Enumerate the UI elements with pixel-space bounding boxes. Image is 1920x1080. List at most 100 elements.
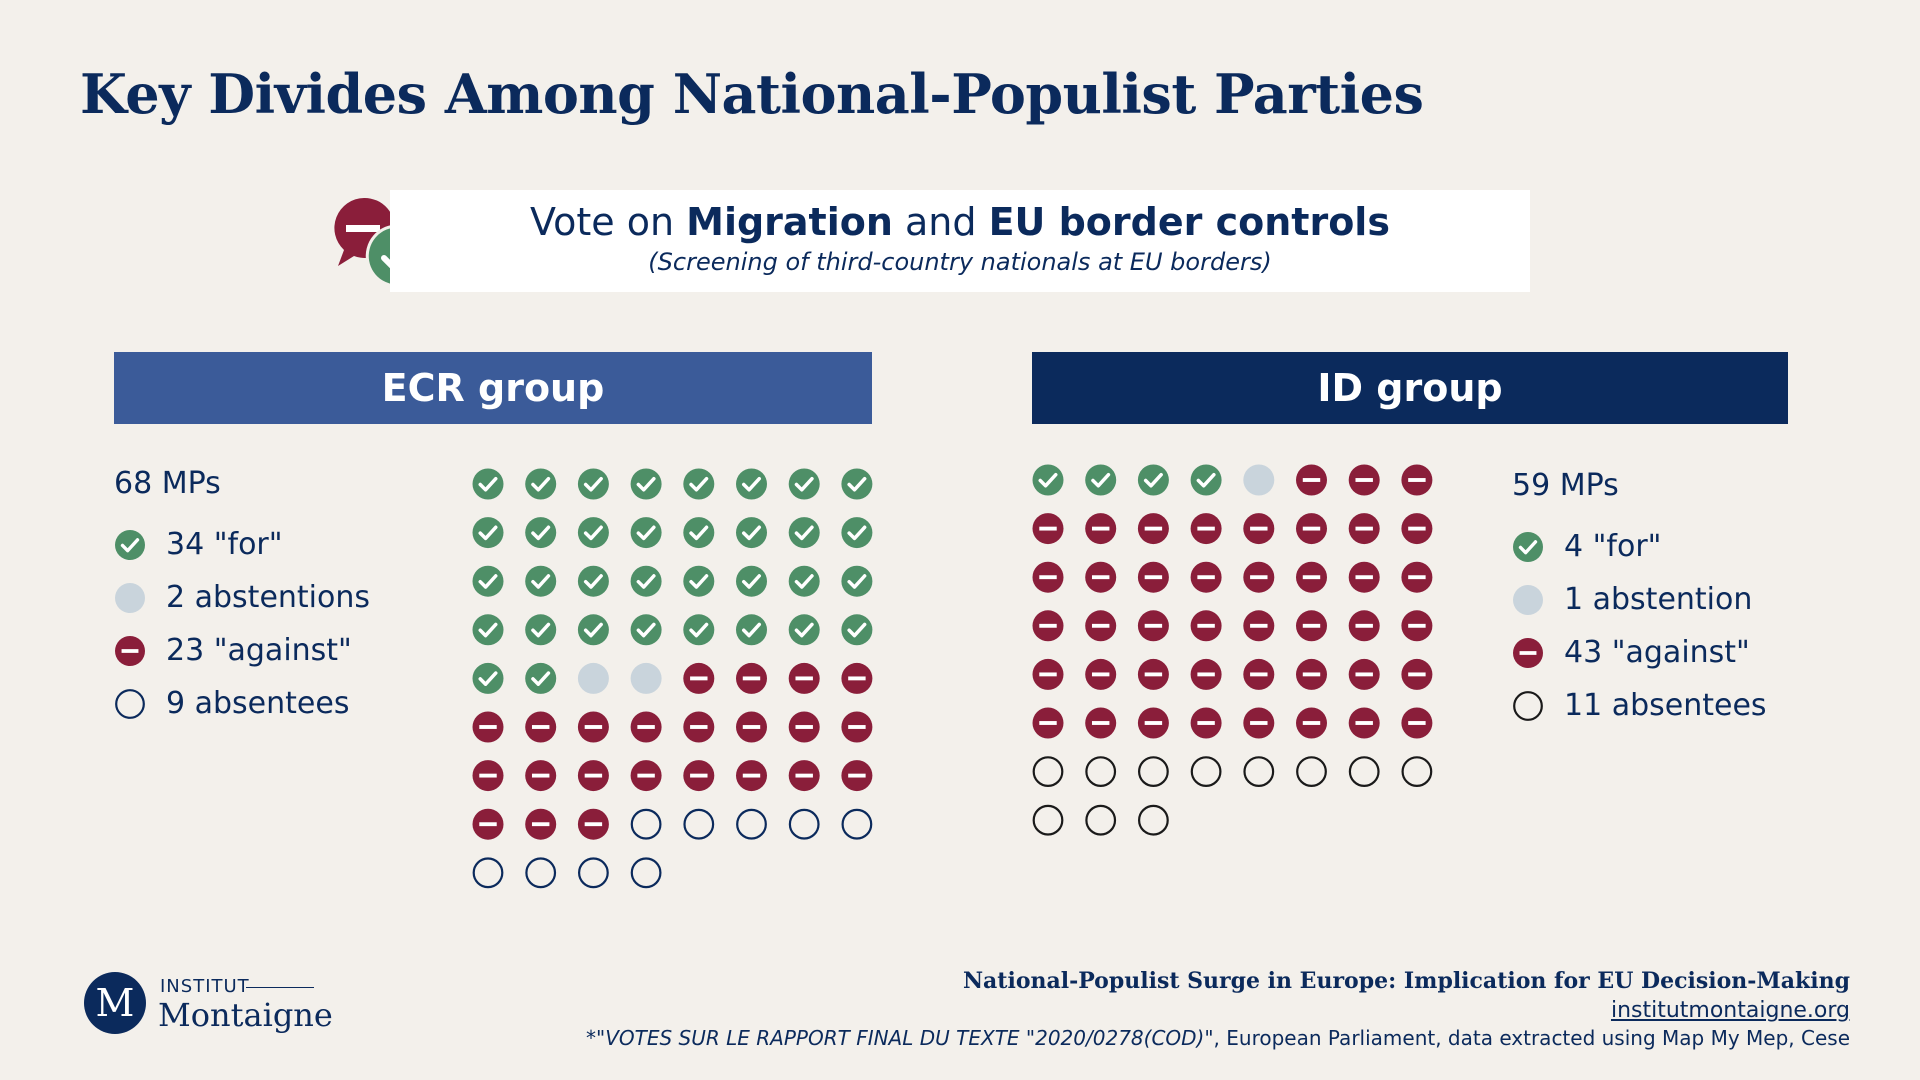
- ecr-legend-against-label: 23 "against": [166, 633, 352, 668]
- minus-icon: [630, 760, 662, 792]
- ecr-legend-absentee-label: 9 absentees: [166, 686, 350, 721]
- check-icon: [841, 468, 873, 500]
- minus-icon: [1190, 561, 1222, 593]
- minus-icon: [1401, 561, 1433, 593]
- abstention-dot-icon: [577, 662, 609, 694]
- abstention-dot-icon: [1243, 464, 1275, 496]
- minus-icon: [472, 808, 504, 840]
- minus-icon: [1137, 707, 1169, 739]
- minus-icon: [472, 760, 504, 792]
- logo-divider: [246, 987, 314, 988]
- minus-icon: [683, 760, 715, 792]
- check-icon: [525, 468, 557, 500]
- minus-icon: [1348, 513, 1380, 545]
- check-icon: [525, 565, 557, 597]
- check-icon: [472, 662, 504, 694]
- id-vote-grid: [1032, 464, 1433, 836]
- check-icon: [788, 565, 820, 597]
- minus-icon: [1085, 513, 1117, 545]
- empty-circle-icon: [841, 808, 873, 840]
- source-note: *"VOTES SUR LE RAPPORT FINAL DU TEXTE "2…: [586, 1026, 1850, 1050]
- minus-icon: [683, 711, 715, 743]
- empty-circle-icon: [1085, 804, 1117, 836]
- check-icon: [683, 468, 715, 500]
- empty-circle-icon: [736, 808, 767, 840]
- check-icon: [1032, 464, 1064, 496]
- minus-icon: [1296, 658, 1327, 690]
- id-legend-for: 4 "for": [1512, 520, 1767, 573]
- website-link[interactable]: institutmontaigne.org: [1610, 998, 1850, 1023]
- minus-icon: [1296, 610, 1327, 642]
- minus-icon: [1190, 658, 1222, 690]
- check-icon: [1137, 464, 1169, 496]
- empty-circle-icon: [1513, 690, 1543, 721]
- minus-icon: [841, 662, 873, 694]
- id-legend-abstention-label: 1 abstention: [1564, 582, 1753, 617]
- minus-icon: [1243, 707, 1275, 739]
- empty-circle-icon: [472, 857, 504, 889]
- minus-icon: [736, 711, 767, 743]
- minus-icon: [1243, 610, 1275, 642]
- minus-icon: [1085, 658, 1117, 690]
- vote-topic-border-controls: EU border controls: [988, 200, 1390, 244]
- check-icon: [1513, 531, 1543, 562]
- ecr-legend-for: 34 "for": [114, 518, 370, 571]
- montaigne-logo-icon: M: [84, 972, 146, 1034]
- minus-icon: [788, 711, 820, 743]
- minus-icon: [1032, 561, 1064, 593]
- check-icon: [630, 565, 662, 597]
- check-icon: [525, 517, 557, 549]
- ecr-group-header: ECR group: [114, 352, 872, 424]
- empty-circle-icon: [1513, 690, 1543, 721]
- minus-icon: [1513, 637, 1543, 668]
- id-legend-against-label: 43 "against": [1564, 635, 1750, 670]
- minus-icon: [1401, 658, 1433, 690]
- minus-icon: [525, 711, 557, 743]
- minus-icon: [525, 808, 557, 840]
- empty-circle-icon: [1032, 804, 1064, 836]
- empty-circle-icon: [1296, 756, 1327, 788]
- check-icon: [1085, 464, 1117, 496]
- minus-icon: [1401, 707, 1433, 739]
- minus-icon: [115, 635, 145, 666]
- id-legend-absentee-label: 11 absentees: [1564, 688, 1767, 723]
- empty-circle-icon: [1085, 756, 1117, 788]
- id-legend-against: 43 "against": [1512, 626, 1767, 679]
- check-icon: [1190, 464, 1222, 496]
- empty-circle-icon: [683, 808, 715, 840]
- check-icon: [683, 565, 715, 597]
- logo-name-text: Montaigne: [158, 996, 333, 1034]
- empty-circle-icon: [1348, 756, 1380, 788]
- abstention-dot-icon: [115, 582, 145, 613]
- minus-icon: [630, 711, 662, 743]
- empty-circle-icon: [1032, 756, 1064, 788]
- vote-title-middle: and: [892, 200, 989, 244]
- minus-icon: [1348, 610, 1380, 642]
- check-icon: [683, 614, 715, 646]
- ecr-legend-for-label: 34 "for": [166, 527, 283, 562]
- check-icon: [683, 517, 715, 549]
- minus-icon: [1032, 658, 1064, 690]
- check-icon: [788, 468, 820, 500]
- empty-circle-icon: [788, 808, 820, 840]
- check-icon: [841, 614, 873, 646]
- empty-circle-icon: [577, 857, 609, 889]
- vote-topic-migration: Migration: [686, 200, 893, 244]
- check-icon: [788, 614, 820, 646]
- report-title: National-Populist Surge in Europe: Impli…: [962, 968, 1850, 994]
- minus-icon: [1401, 610, 1433, 642]
- minus-icon: [1190, 707, 1222, 739]
- minus-icon: [1296, 513, 1327, 545]
- abstention-dot-icon: [115, 582, 145, 613]
- minus-icon: [1243, 513, 1275, 545]
- minus-icon: [115, 635, 145, 666]
- minus-icon: [1190, 513, 1222, 545]
- minus-icon: [1513, 637, 1543, 668]
- minus-icon: [525, 760, 557, 792]
- id-legend-absentee: 11 absentees: [1512, 679, 1767, 732]
- minus-icon: [1085, 610, 1117, 642]
- minus-icon: [788, 662, 820, 694]
- minus-icon: [1137, 610, 1169, 642]
- check-icon: [525, 614, 557, 646]
- check-icon: [1513, 531, 1543, 562]
